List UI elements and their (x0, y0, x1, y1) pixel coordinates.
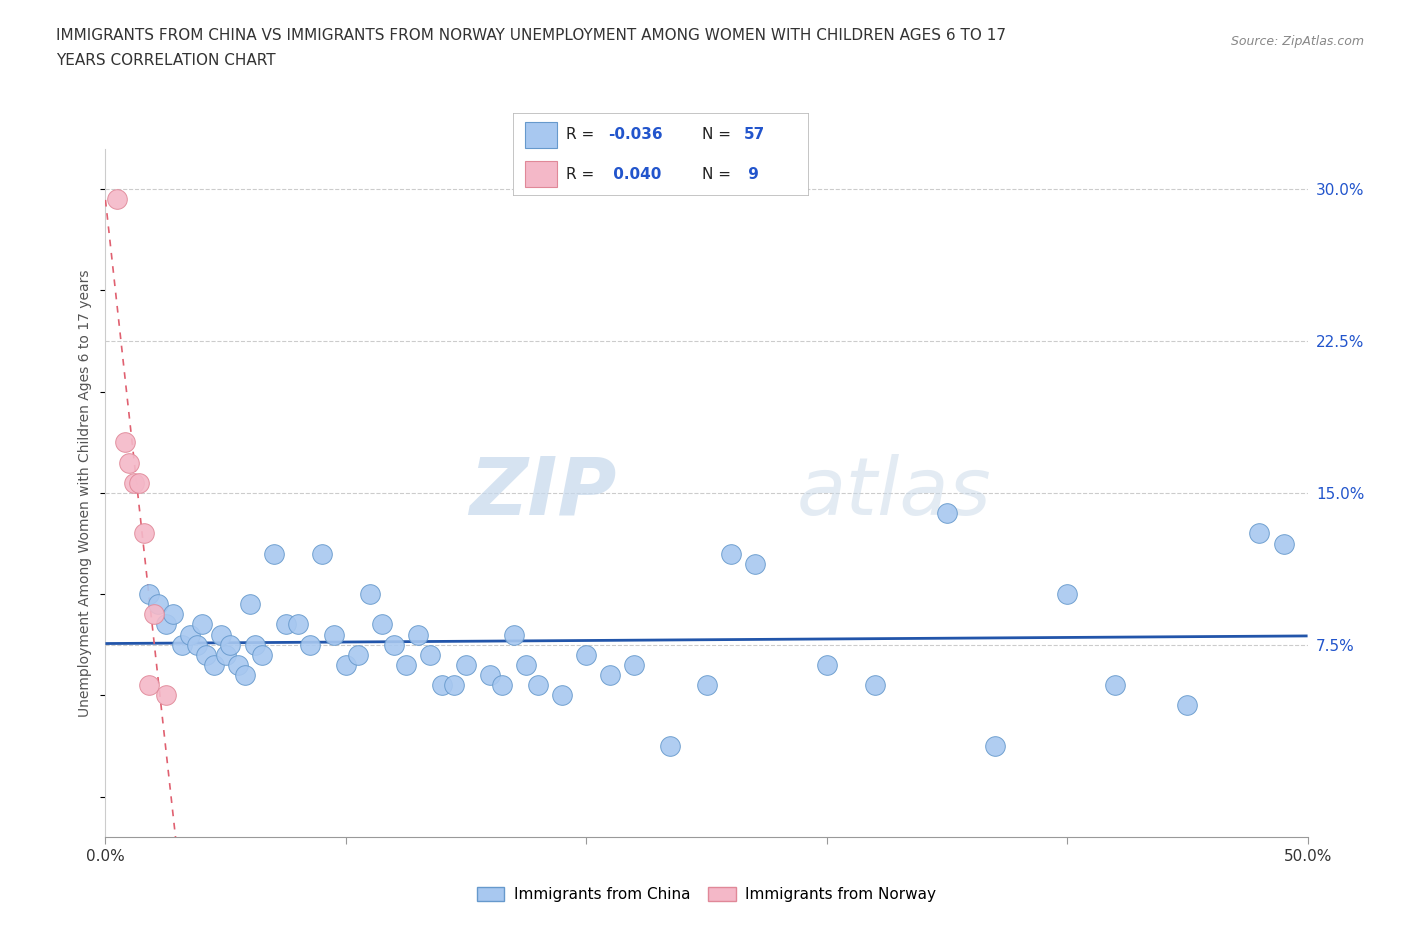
Point (148, 597, 170, 612)
Point (214, 647, 236, 662)
Point (118, 455, 141, 470)
FancyBboxPatch shape (524, 161, 557, 187)
Point (138, 587, 160, 602)
Text: 0.040: 0.040 (607, 166, 661, 181)
Point (984, 738, 1007, 753)
Point (503, 627, 526, 642)
Point (142, 607, 165, 622)
Point (1056, 587, 1078, 602)
Point (659, 738, 682, 753)
Text: atlas: atlas (797, 454, 991, 532)
Point (1249, 526, 1271, 541)
Y-axis label: Unemployment Among Women with Children Ages 6 to 17 years: Unemployment Among Women with Children A… (79, 269, 93, 717)
Text: N =: N = (702, 166, 735, 181)
Text: R =: R = (567, 166, 599, 181)
Point (515, 658, 537, 672)
Point (1104, 678, 1126, 693)
Text: 9: 9 (744, 166, 759, 181)
Point (219, 637, 242, 652)
Point (172, 637, 194, 652)
Point (419, 647, 441, 662)
Point (114, 435, 136, 450)
Point (551, 688, 574, 703)
Point (382, 637, 405, 652)
Point (155, 617, 177, 631)
Point (128, 475, 150, 490)
Point (744, 556, 766, 571)
Point (371, 617, 394, 631)
Text: R =: R = (567, 127, 599, 142)
Point (162, 607, 184, 622)
Point (527, 678, 550, 693)
Text: -0.036: -0.036 (607, 127, 662, 142)
Point (720, 546, 742, 561)
Point (599, 668, 621, 683)
Point (479, 668, 502, 683)
Point (443, 678, 465, 693)
Point (454, 658, 477, 672)
Point (347, 647, 370, 662)
Text: Source: ZipAtlas.com: Source: ZipAtlas.com (1230, 35, 1364, 48)
Point (155, 688, 177, 703)
Point (274, 617, 297, 631)
Text: N =: N = (702, 127, 735, 142)
Point (239, 597, 262, 612)
Point (186, 637, 208, 652)
Text: 57: 57 (744, 127, 765, 142)
Point (287, 617, 309, 631)
Point (335, 658, 357, 672)
Point (209, 627, 232, 642)
Point (250, 647, 273, 662)
Point (179, 627, 201, 642)
Text: IMMIGRANTS FROM CHINA VS IMMIGRANTS FROM NORWAY UNEMPLOYMENT AMONG WOMEN WITH CH: IMMIGRANTS FROM CHINA VS IMMIGRANTS FROM… (56, 28, 1007, 43)
Point (395, 658, 418, 672)
Point (623, 658, 645, 672)
Point (322, 627, 344, 642)
Point (298, 637, 321, 652)
FancyBboxPatch shape (524, 122, 557, 148)
Point (124, 475, 146, 490)
Text: YEARS CORRELATION CHART: YEARS CORRELATION CHART (56, 53, 276, 68)
Point (575, 647, 598, 662)
Point (359, 587, 381, 602)
Point (202, 658, 225, 672)
Point (1175, 698, 1198, 713)
Point (1272, 536, 1295, 551)
Point (406, 627, 429, 642)
Point (243, 637, 266, 652)
Point (138, 678, 160, 693)
Point (132, 526, 155, 541)
Point (226, 658, 249, 672)
Point (311, 546, 333, 561)
Legend: Immigrants from China, Immigrants from Norway: Immigrants from China, Immigrants from N… (471, 882, 942, 909)
Point (491, 678, 513, 693)
Point (696, 678, 718, 693)
Point (190, 617, 212, 631)
Point (233, 668, 256, 683)
Point (195, 647, 218, 662)
Point (263, 546, 285, 561)
Point (936, 506, 959, 521)
Point (430, 678, 453, 693)
Text: ZIP: ZIP (470, 454, 616, 532)
Point (815, 658, 838, 672)
Point (107, 192, 129, 206)
Point (863, 678, 886, 693)
